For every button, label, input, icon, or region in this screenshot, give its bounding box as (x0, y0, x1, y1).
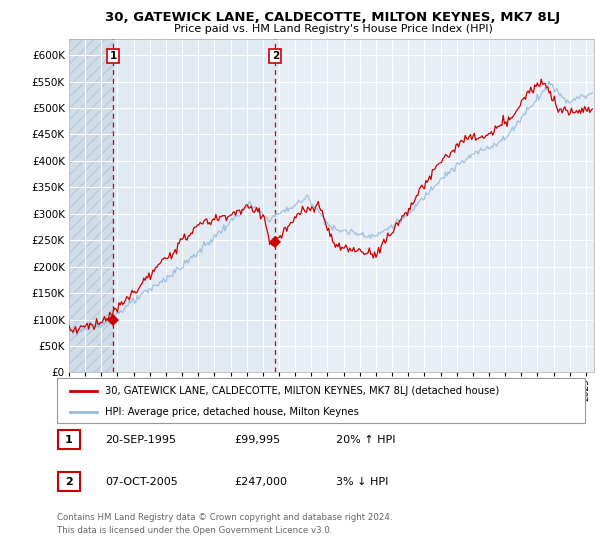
Text: £247,000: £247,000 (234, 477, 287, 487)
Text: This data is licensed under the Open Government Licence v3.0.: This data is licensed under the Open Gov… (57, 526, 332, 535)
Text: Price paid vs. HM Land Registry's House Price Index (HPI): Price paid vs. HM Land Registry's House … (173, 24, 493, 34)
Text: 20% ↑ HPI: 20% ↑ HPI (336, 435, 395, 445)
Text: 2: 2 (272, 51, 279, 61)
Text: 30, GATEWICK LANE, CALDECOTTE, MILTON KEYNES, MK7 8LJ (detached house): 30, GATEWICK LANE, CALDECOTTE, MILTON KE… (104, 385, 499, 395)
Bar (113, 39, 275, 372)
Text: 1: 1 (65, 435, 73, 445)
Text: 20-SEP-1995: 20-SEP-1995 (105, 435, 176, 445)
Text: £99,995: £99,995 (234, 435, 280, 445)
Bar (69, 39, 113, 372)
Text: 1: 1 (109, 51, 116, 61)
Text: Contains HM Land Registry data © Crown copyright and database right 2024.: Contains HM Land Registry data © Crown c… (57, 513, 392, 522)
Text: 07-OCT-2005: 07-OCT-2005 (105, 477, 178, 487)
Text: 3% ↓ HPI: 3% ↓ HPI (336, 477, 388, 487)
Bar (69, 39, 113, 372)
Text: 30, GATEWICK LANE, CALDECOTTE, MILTON KEYNES, MK7 8LJ: 30, GATEWICK LANE, CALDECOTTE, MILTON KE… (106, 11, 560, 24)
Text: HPI: Average price, detached house, Milton Keynes: HPI: Average price, detached house, Milt… (104, 407, 358, 417)
Text: 2: 2 (65, 477, 73, 487)
